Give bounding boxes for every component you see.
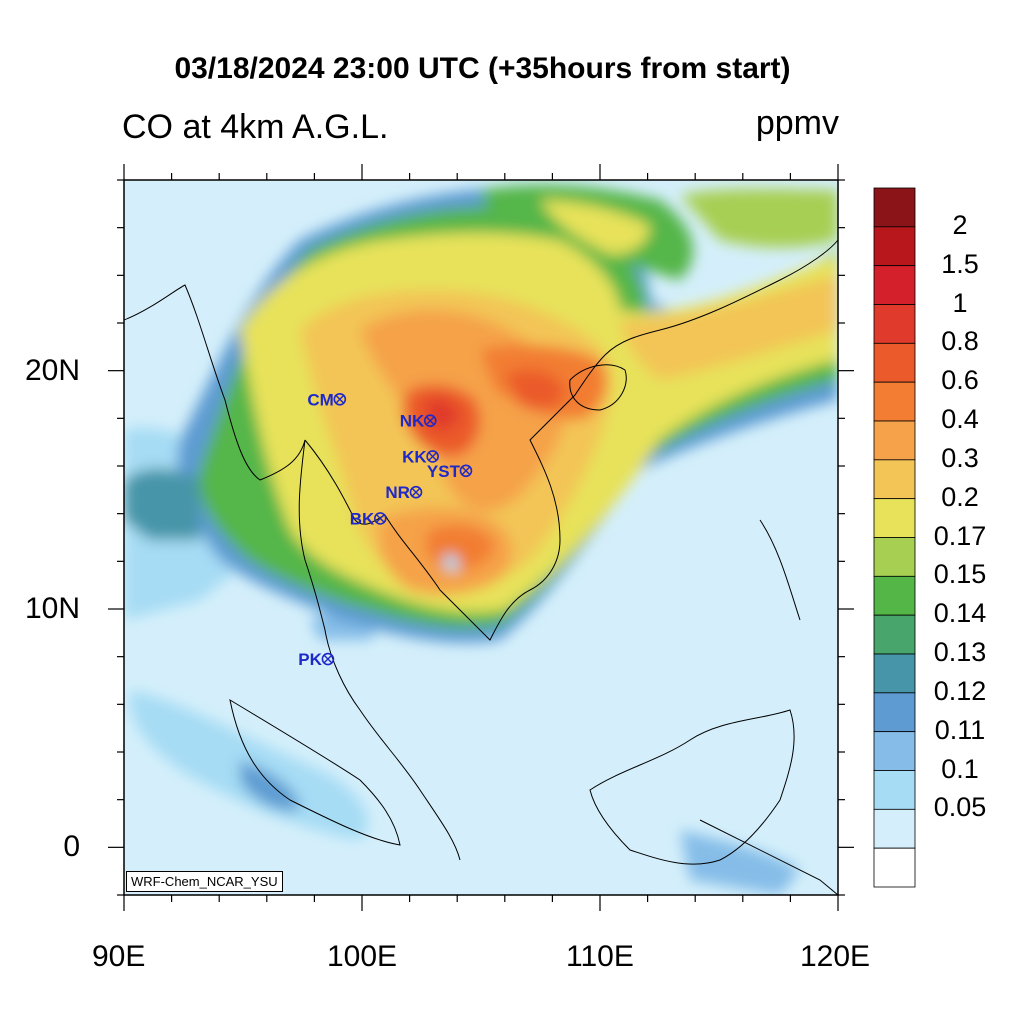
station-label: NK <box>400 412 425 431</box>
lat-tick-20n: 20N <box>24 354 80 387</box>
legend-level-label: 0.8 <box>941 326 979 357</box>
station-label: CM <box>307 390 333 409</box>
legend-level-label: 0.17 <box>933 520 987 551</box>
lat-tick-0: 0 <box>63 830 80 863</box>
legend-level-label: 0.12 <box>933 675 987 706</box>
station-label: YST <box>427 462 461 481</box>
map-title: 03/18/2024 23:00 UTC (+35hours from star… <box>174 52 791 85</box>
axis-ticks <box>108 164 854 911</box>
station-cross-icon <box>323 655 332 664</box>
station-label: PK <box>298 650 322 669</box>
station-marker-icon <box>373 512 387 525</box>
color-bar-swatch <box>873 731 916 771</box>
color-bar-swatch <box>873 575 916 616</box>
station-cross-icon <box>335 395 344 404</box>
color-bar-swatch <box>873 187 916 228</box>
legend-level-label: 1.5 <box>941 248 979 279</box>
color-bar-swatch <box>873 420 916 461</box>
legend-level-label: 0.11 <box>934 714 986 745</box>
color-bar-swatch <box>873 381 916 422</box>
color-bar-swatch <box>873 265 916 305</box>
plot-frame <box>123 179 839 896</box>
concentration-field <box>124 184 838 895</box>
color-bar-swatch <box>873 537 916 577</box>
legend-level-label: 0.6 <box>941 365 979 396</box>
legend-level-label: 0.14 <box>933 598 987 629</box>
station-nk: NK <box>400 412 437 431</box>
color-bar <box>873 187 916 888</box>
station-nr: NR <box>385 483 423 502</box>
station-cm: CM <box>307 390 347 409</box>
station-marker-icon <box>321 652 335 666</box>
color-bar-swatch <box>873 808 916 849</box>
color-bar-swatch <box>873 498 916 538</box>
legend-level-label: 1 <box>952 287 968 318</box>
color-bar-swatch <box>873 770 916 810</box>
lon-tick-120e: 120E <box>800 940 871 973</box>
legend-level-label: 0.05 <box>933 792 987 823</box>
color-bar-swatch <box>873 226 916 267</box>
color-bar-swatch <box>873 692 916 733</box>
station-cross-icon <box>428 452 437 461</box>
variable-subtitle: CO at 4km A.G.L. <box>122 108 389 146</box>
model-credit: WRF-Chem_NCAR_YSU <box>126 871 283 892</box>
station-cross-icon <box>426 416 435 425</box>
units-label: ppmv <box>755 104 839 142</box>
station-cross-icon <box>376 514 385 523</box>
legend-level-label: 2 <box>952 209 968 240</box>
legend-level-label: 0.13 <box>933 637 987 667</box>
color-bar-swatch <box>873 459 916 500</box>
lon-tick-90e: 90E <box>92 940 146 973</box>
station-cross-icon <box>461 466 470 475</box>
color-bar-swatch <box>873 342 916 383</box>
lon-tick-110e: 110E <box>566 940 634 973</box>
color-bar-swatch <box>873 847 916 888</box>
station-kk: KK <box>402 447 439 466</box>
station-label: NR <box>385 483 410 502</box>
color-bar-swatch <box>873 614 916 655</box>
station-marker-icon <box>409 485 423 499</box>
station-bk: BK <box>350 509 387 528</box>
legend-level-label: 0.2 <box>941 481 979 512</box>
lon-tick-100e: 100E <box>327 940 398 973</box>
color-bar-swatch <box>873 653 916 694</box>
station-pk: PK <box>298 650 335 669</box>
lat-tick-10n: 10N <box>24 592 80 625</box>
plot-area <box>124 180 838 895</box>
station-marker-icon <box>426 450 439 463</box>
station-label: KK <box>402 447 427 466</box>
legend-level-label: 0.3 <box>941 442 979 473</box>
legend-level-label: 0.15 <box>933 559 987 590</box>
station-label: BK <box>350 509 375 528</box>
station-marker-icon <box>333 392 347 406</box>
station-cross-icon <box>411 488 420 497</box>
color-bar-swatch <box>873 304 916 344</box>
legend-level-label: 0.4 <box>941 404 979 434</box>
station-marker-icon <box>459 464 473 478</box>
legend-level-label: 0.1 <box>941 753 979 784</box>
station-marker-icon <box>423 414 437 428</box>
station-yst: YST <box>427 462 473 481</box>
